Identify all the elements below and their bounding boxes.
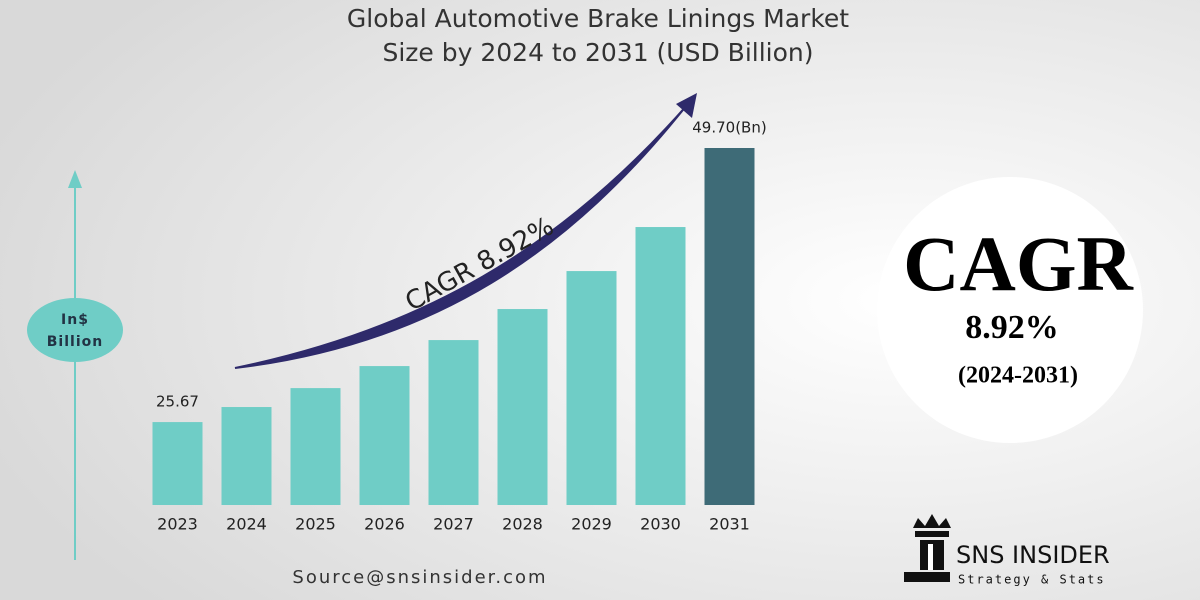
y-label: Billion xyxy=(47,334,103,350)
bar xyxy=(359,366,410,505)
bar xyxy=(221,407,272,505)
x-tick-label: 2027 xyxy=(433,515,474,534)
bar xyxy=(152,422,203,505)
bar xyxy=(290,388,341,505)
logo-tagline: Strategy & Stats xyxy=(958,573,1106,587)
badge-title: CAGR xyxy=(903,220,1134,307)
badge-period: (2024-2031) xyxy=(958,363,1078,389)
badge-circle xyxy=(877,177,1143,443)
logo-name: SNS INSIDER xyxy=(956,541,1110,569)
x-tick-label: 2026 xyxy=(364,515,405,534)
data-label: 25.67 xyxy=(156,393,199,411)
bar xyxy=(635,227,686,505)
source: Source@snsinsider.com xyxy=(292,567,547,588)
bar xyxy=(566,271,617,505)
chart-title: Global Automotive Brake Linings Market xyxy=(347,4,849,33)
logo-icon xyxy=(904,514,951,582)
bar xyxy=(704,148,755,505)
x-tick-label: 2028 xyxy=(502,515,543,534)
y-label: In$ xyxy=(61,312,89,328)
x-tick-label: 2029 xyxy=(571,515,612,534)
y-label-pill xyxy=(27,298,123,362)
x-tick-label: 2024 xyxy=(226,515,267,534)
x-tick-label: 2030 xyxy=(640,515,681,534)
badge-value: 8.92% xyxy=(965,309,1059,346)
y-axis-arrowhead xyxy=(68,170,82,188)
x-tick-label: 2025 xyxy=(295,515,336,534)
x-tick-label: 2023 xyxy=(157,515,198,534)
trend-arrowhead xyxy=(676,93,697,118)
chart-title: Size by 2024 to 2031 (USD Billion) xyxy=(382,38,813,67)
bar xyxy=(497,309,548,505)
data-label: 49.70(Bn) xyxy=(692,119,766,137)
bar xyxy=(428,340,479,505)
x-tick-label: 2031 xyxy=(709,515,750,534)
